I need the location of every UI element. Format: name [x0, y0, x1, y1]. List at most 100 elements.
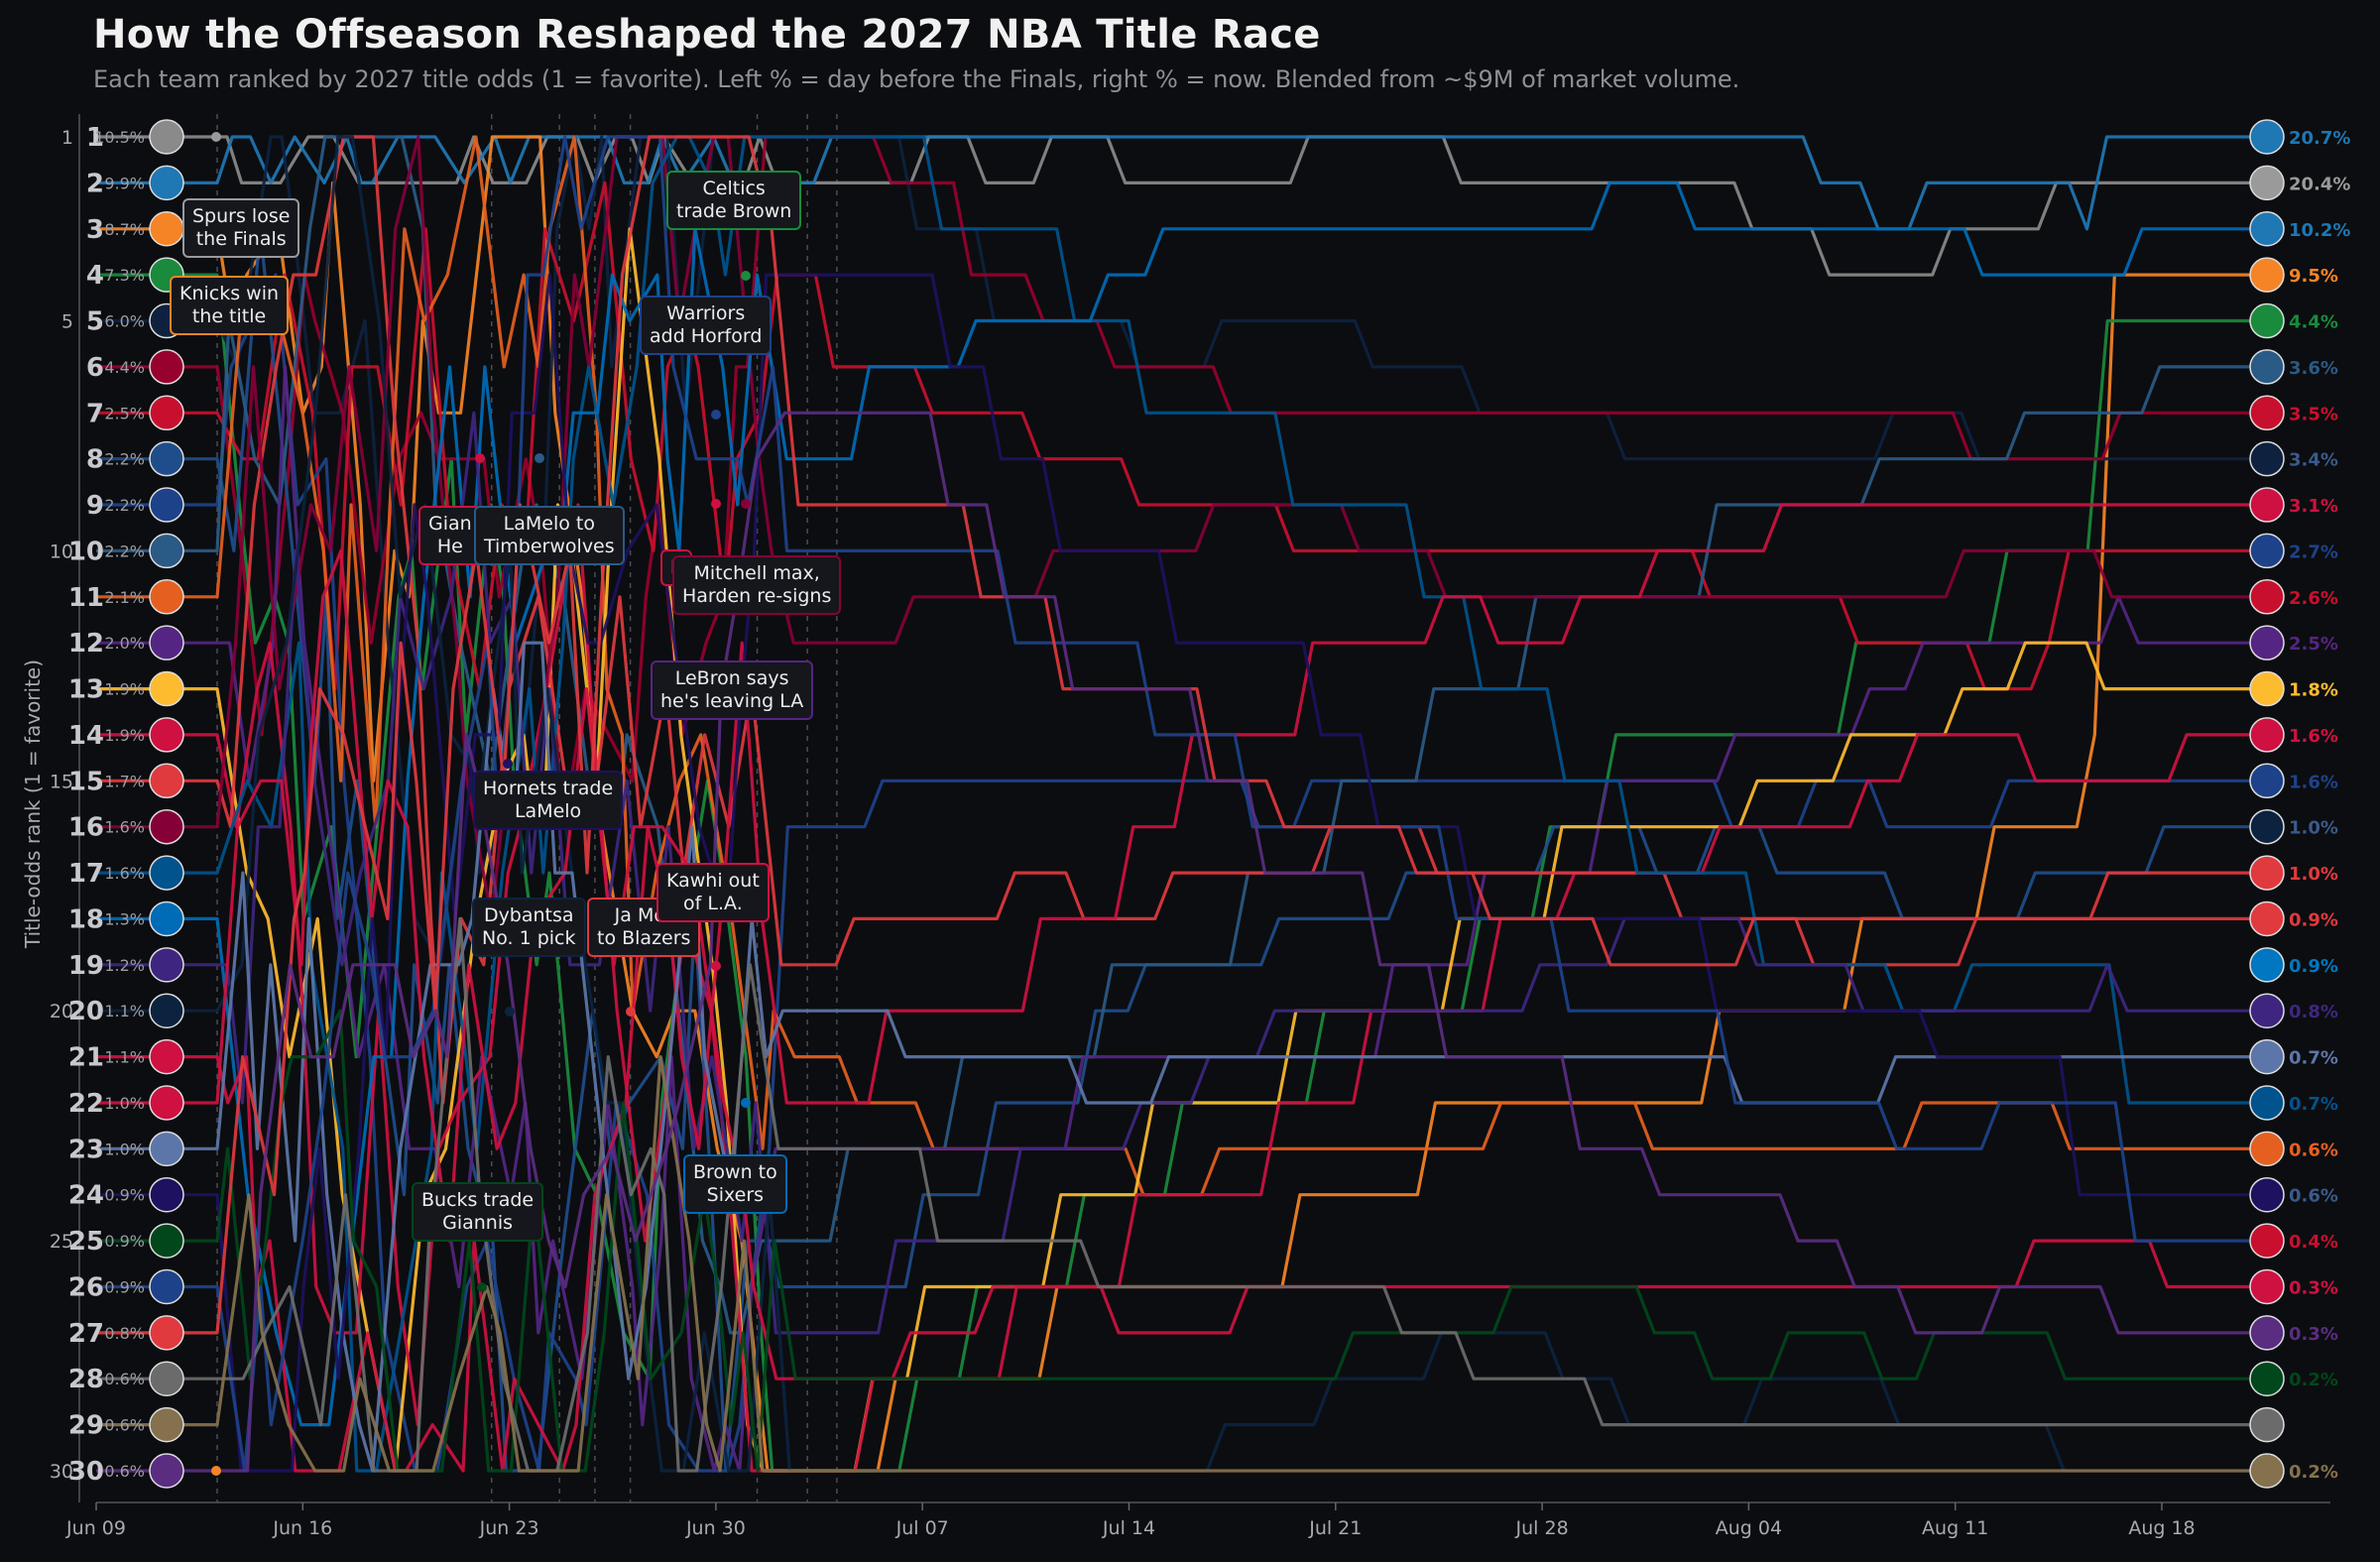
team-logo-icon — [149, 1085, 184, 1121]
start-pct-label: 2.5% — [104, 404, 145, 422]
end-pct-label: 1.8% — [2289, 680, 2338, 701]
team-logo-icon — [149, 349, 184, 385]
start-pct-label: 10.5% — [94, 128, 145, 147]
series-line-pelicans-alt — [96, 1055, 2281, 1473]
rank-label: 9 — [86, 491, 104, 521]
rank-label: 8 — [86, 445, 104, 475]
end-pct-label: 0.3% — [2289, 1324, 2338, 1345]
annotation-point — [626, 1007, 636, 1017]
start-pct-label: 1.1% — [104, 1048, 145, 1067]
rank-label: 11 — [68, 583, 104, 613]
end-pct-label: 3.6% — [2289, 358, 2338, 379]
team-logo-icon — [2249, 1085, 2285, 1121]
team-logo-icon — [149, 533, 184, 569]
team-logo-icon — [2249, 901, 2285, 937]
x-tick-label: Jun 16 — [272, 1517, 332, 1539]
event-annotation: Dybantsa No. 1 pick — [472, 898, 586, 957]
team-logo-icon — [2249, 395, 2285, 431]
annotation-point — [211, 132, 221, 142]
event-annotation: Bucks trade Giannis — [412, 1182, 544, 1242]
end-pct-label: 9.5% — [2289, 266, 2338, 287]
start-pct-label: 0.9% — [104, 1277, 145, 1296]
end-pct-label: 10.2% — [2289, 220, 2350, 241]
team-logo-icon — [149, 487, 184, 523]
rank-label: 17 — [68, 859, 104, 889]
rank-label: 30 — [68, 1457, 104, 1487]
x-tick-label: Aug 18 — [2128, 1517, 2195, 1539]
team-logo-icon — [149, 165, 184, 201]
team-logo-icon — [2249, 1453, 2285, 1489]
event-annotation: LeBron says he's leaving LA — [651, 661, 814, 720]
chart-subtitle: Each team ranked by 2027 title odds (1 =… — [93, 65, 1740, 93]
end-pct-label: 1.6% — [2289, 772, 2338, 792]
event-annotation: Gian He — [418, 506, 482, 565]
rank-label: 6 — [86, 353, 104, 383]
y-tick-label: 15 — [50, 771, 73, 792]
y-tick-label: 20 — [50, 1001, 73, 1022]
team-logo-icon — [2249, 625, 2285, 661]
series-line-lakers — [96, 365, 2281, 1473]
start-pct-label: 1.3% — [104, 909, 145, 928]
team-logo-icon — [149, 1453, 184, 1489]
start-pct-label: 0.6% — [104, 1462, 145, 1481]
end-pct-label: 4.4% — [2289, 312, 2338, 333]
rank-label: 5 — [86, 307, 104, 337]
event-annotation: Celtics trade Brown — [666, 171, 802, 230]
start-pct-label: 0.8% — [104, 1324, 145, 1343]
team-logo-icon — [2249, 533, 2285, 569]
series-lines — [96, 135, 2281, 1473]
y-tick-label: 25 — [50, 1231, 73, 1253]
end-pct-label: 2.7% — [2289, 541, 2338, 562]
event-annotation: Warriors add Horford — [640, 296, 773, 355]
series-line-kings — [96, 411, 2281, 1473]
rank-label: 15 — [68, 767, 104, 796]
rank-label: 13 — [68, 675, 104, 705]
right-team-column: 20.7% 20.4% 10.2% 9.5% 4.4% 3.6% 3.5% 3.4% 3.1% 2… — [2249, 119, 2350, 1489]
team-logo-icon — [149, 440, 184, 477]
axes: Jun 09 Jun 16 Jun 23 Jun 30 Jul 07 Jul 14 Jul … — [21, 114, 2330, 1539]
end-pct-label: 2.6% — [2289, 588, 2338, 609]
rank-label: 20 — [68, 997, 104, 1026]
series-line-bulls — [96, 548, 2281, 1381]
team-logo-icon — [2249, 1406, 2285, 1443]
rank-label: 23 — [68, 1135, 104, 1164]
event-annotation: LaMelo to Timberwolves — [474, 506, 625, 565]
team-logo-icon — [2249, 763, 2285, 799]
rank-label: 22 — [68, 1089, 104, 1119]
team-logo-icon — [149, 1268, 184, 1305]
end-pct-label: 0.4% — [2289, 1232, 2338, 1253]
team-logo-icon — [149, 625, 184, 661]
rank-label: 7 — [86, 399, 104, 428]
start-pct-label: 2.1% — [104, 588, 145, 607]
x-tick-label: Aug 11 — [1922, 1517, 1988, 1539]
annotation-point — [741, 499, 751, 509]
start-pct-label: 1.9% — [104, 726, 145, 745]
team-logo-icon — [2249, 349, 2285, 385]
team-logo-icon — [149, 901, 184, 937]
annotation-point — [503, 759, 513, 769]
team-logo-icon — [149, 579, 184, 615]
rank-label: 4 — [86, 261, 104, 291]
x-tick-label: Jul 21 — [1308, 1517, 1362, 1539]
y-axis-label: Title-odds rank (1 = favorite) — [21, 660, 45, 949]
team-logo-icon — [2249, 1268, 2285, 1305]
rank-label: 19 — [68, 951, 104, 981]
start-pct-label: 1.6% — [104, 864, 145, 883]
event-annotation: Brown to Sixers — [683, 1154, 787, 1214]
rank-label: 24 — [68, 1181, 104, 1211]
team-logo-icon — [2249, 579, 2285, 615]
team-logo-icon — [149, 1223, 184, 1259]
start-pct-label: 0.9% — [104, 1232, 145, 1251]
event-annotation: Hornets trade LaMelo — [473, 771, 624, 830]
start-pct-label: 2.2% — [104, 450, 145, 469]
left-team-column: 1234567891011121314151617181920212223242… — [68, 119, 184, 1489]
rank-label: 16 — [68, 813, 104, 843]
team-logo-icon — [2249, 808, 2285, 845]
series-line-suns — [96, 135, 2281, 1197]
end-pct-label: 0.6% — [2289, 1186, 2338, 1207]
y-tick-label: 10 — [50, 541, 73, 562]
start-pct-label: 4.4% — [104, 358, 145, 377]
team-logo-icon — [149, 119, 184, 155]
series-line-jazz — [96, 411, 2281, 1335]
rank-label: 29 — [68, 1411, 104, 1441]
